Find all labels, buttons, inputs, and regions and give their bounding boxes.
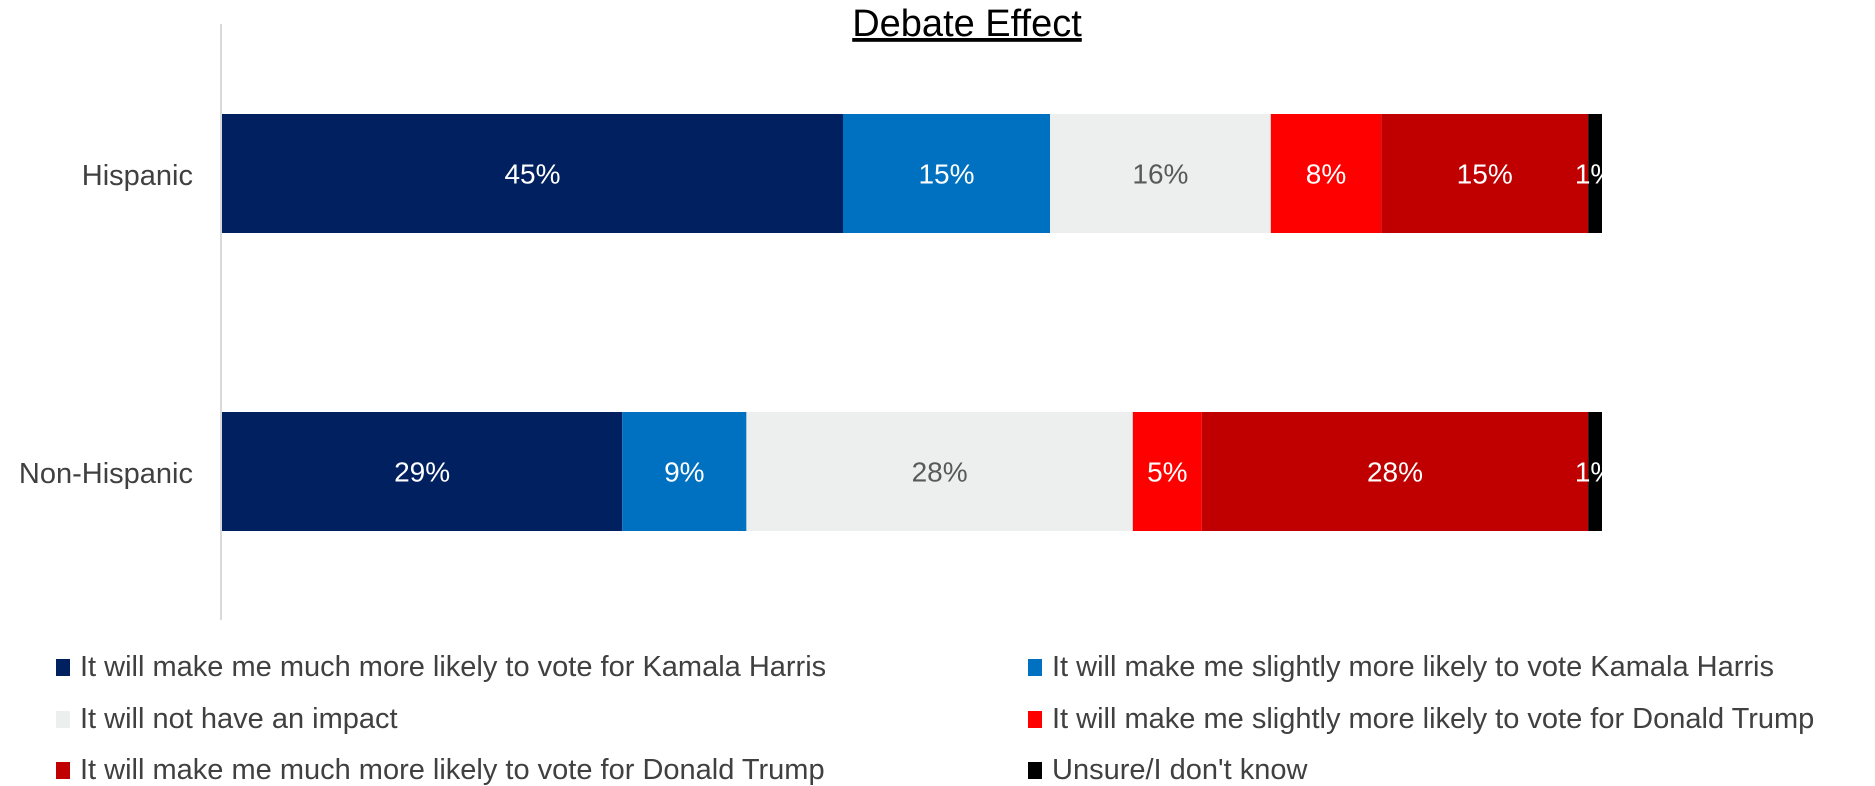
data-label-unsure-non-hispanic: 1%: [1575, 457, 1615, 488]
data-label-unsure-hispanic: 1%: [1575, 159, 1615, 190]
bar-segment-no-impact-hispanic: [1050, 114, 1271, 233]
data-label-trump-slightly-hispanic: 8%: [1306, 159, 1346, 190]
bars-group: Hispanic 45% 15% 16% 8% 15% 1% Non-Hispanic 29% 9…: [19, 114, 1615, 531]
bar-segment-harris-much-non-hispanic: [222, 412, 623, 531]
data-label-no-impact-non-hispanic: 28%: [912, 457, 968, 488]
chart-title: Debate Effect: [852, 3, 1082, 45]
bar-segment-harris-slightly-hispanic: [843, 114, 1050, 233]
category-label-non-hispanic: Non-Hispanic: [19, 458, 193, 490]
data-label-harris-much-non-hispanic: 29%: [394, 457, 450, 488]
bar-segment-trump-slightly-non-hispanic: [1132, 412, 1202, 531]
bar-segment-harris-slightly-non-hispanic: [622, 412, 747, 531]
data-label-harris-much-hispanic: 45%: [504, 159, 560, 190]
bar-segment-trump-much-non-hispanic: [1201, 412, 1589, 531]
bar-segment-harris-much-hispanic: [222, 114, 843, 233]
bar-segment-no-impact-non-hispanic: [746, 412, 1133, 531]
data-label-no-impact-hispanic: 16%: [1132, 159, 1188, 190]
bar-segment-unsure-non-hispanic: [1588, 412, 1602, 531]
data-label-trump-much-non-hispanic: 28%: [1367, 457, 1423, 488]
category-label-hispanic: Hispanic: [82, 160, 193, 192]
data-label-harris-slightly-hispanic: 15%: [918, 159, 974, 190]
data-label-trump-much-hispanic: 15%: [1457, 159, 1513, 190]
bar-segment-trump-much-hispanic: [1381, 114, 1589, 233]
bar-segment-trump-slightly-hispanic: [1270, 114, 1382, 233]
data-label-trump-slightly-non-hispanic: 5%: [1147, 457, 1187, 488]
data-label-harris-slightly-non-hispanic: 9%: [664, 457, 704, 488]
bar-segment-unsure-hispanic: [1588, 114, 1602, 233]
